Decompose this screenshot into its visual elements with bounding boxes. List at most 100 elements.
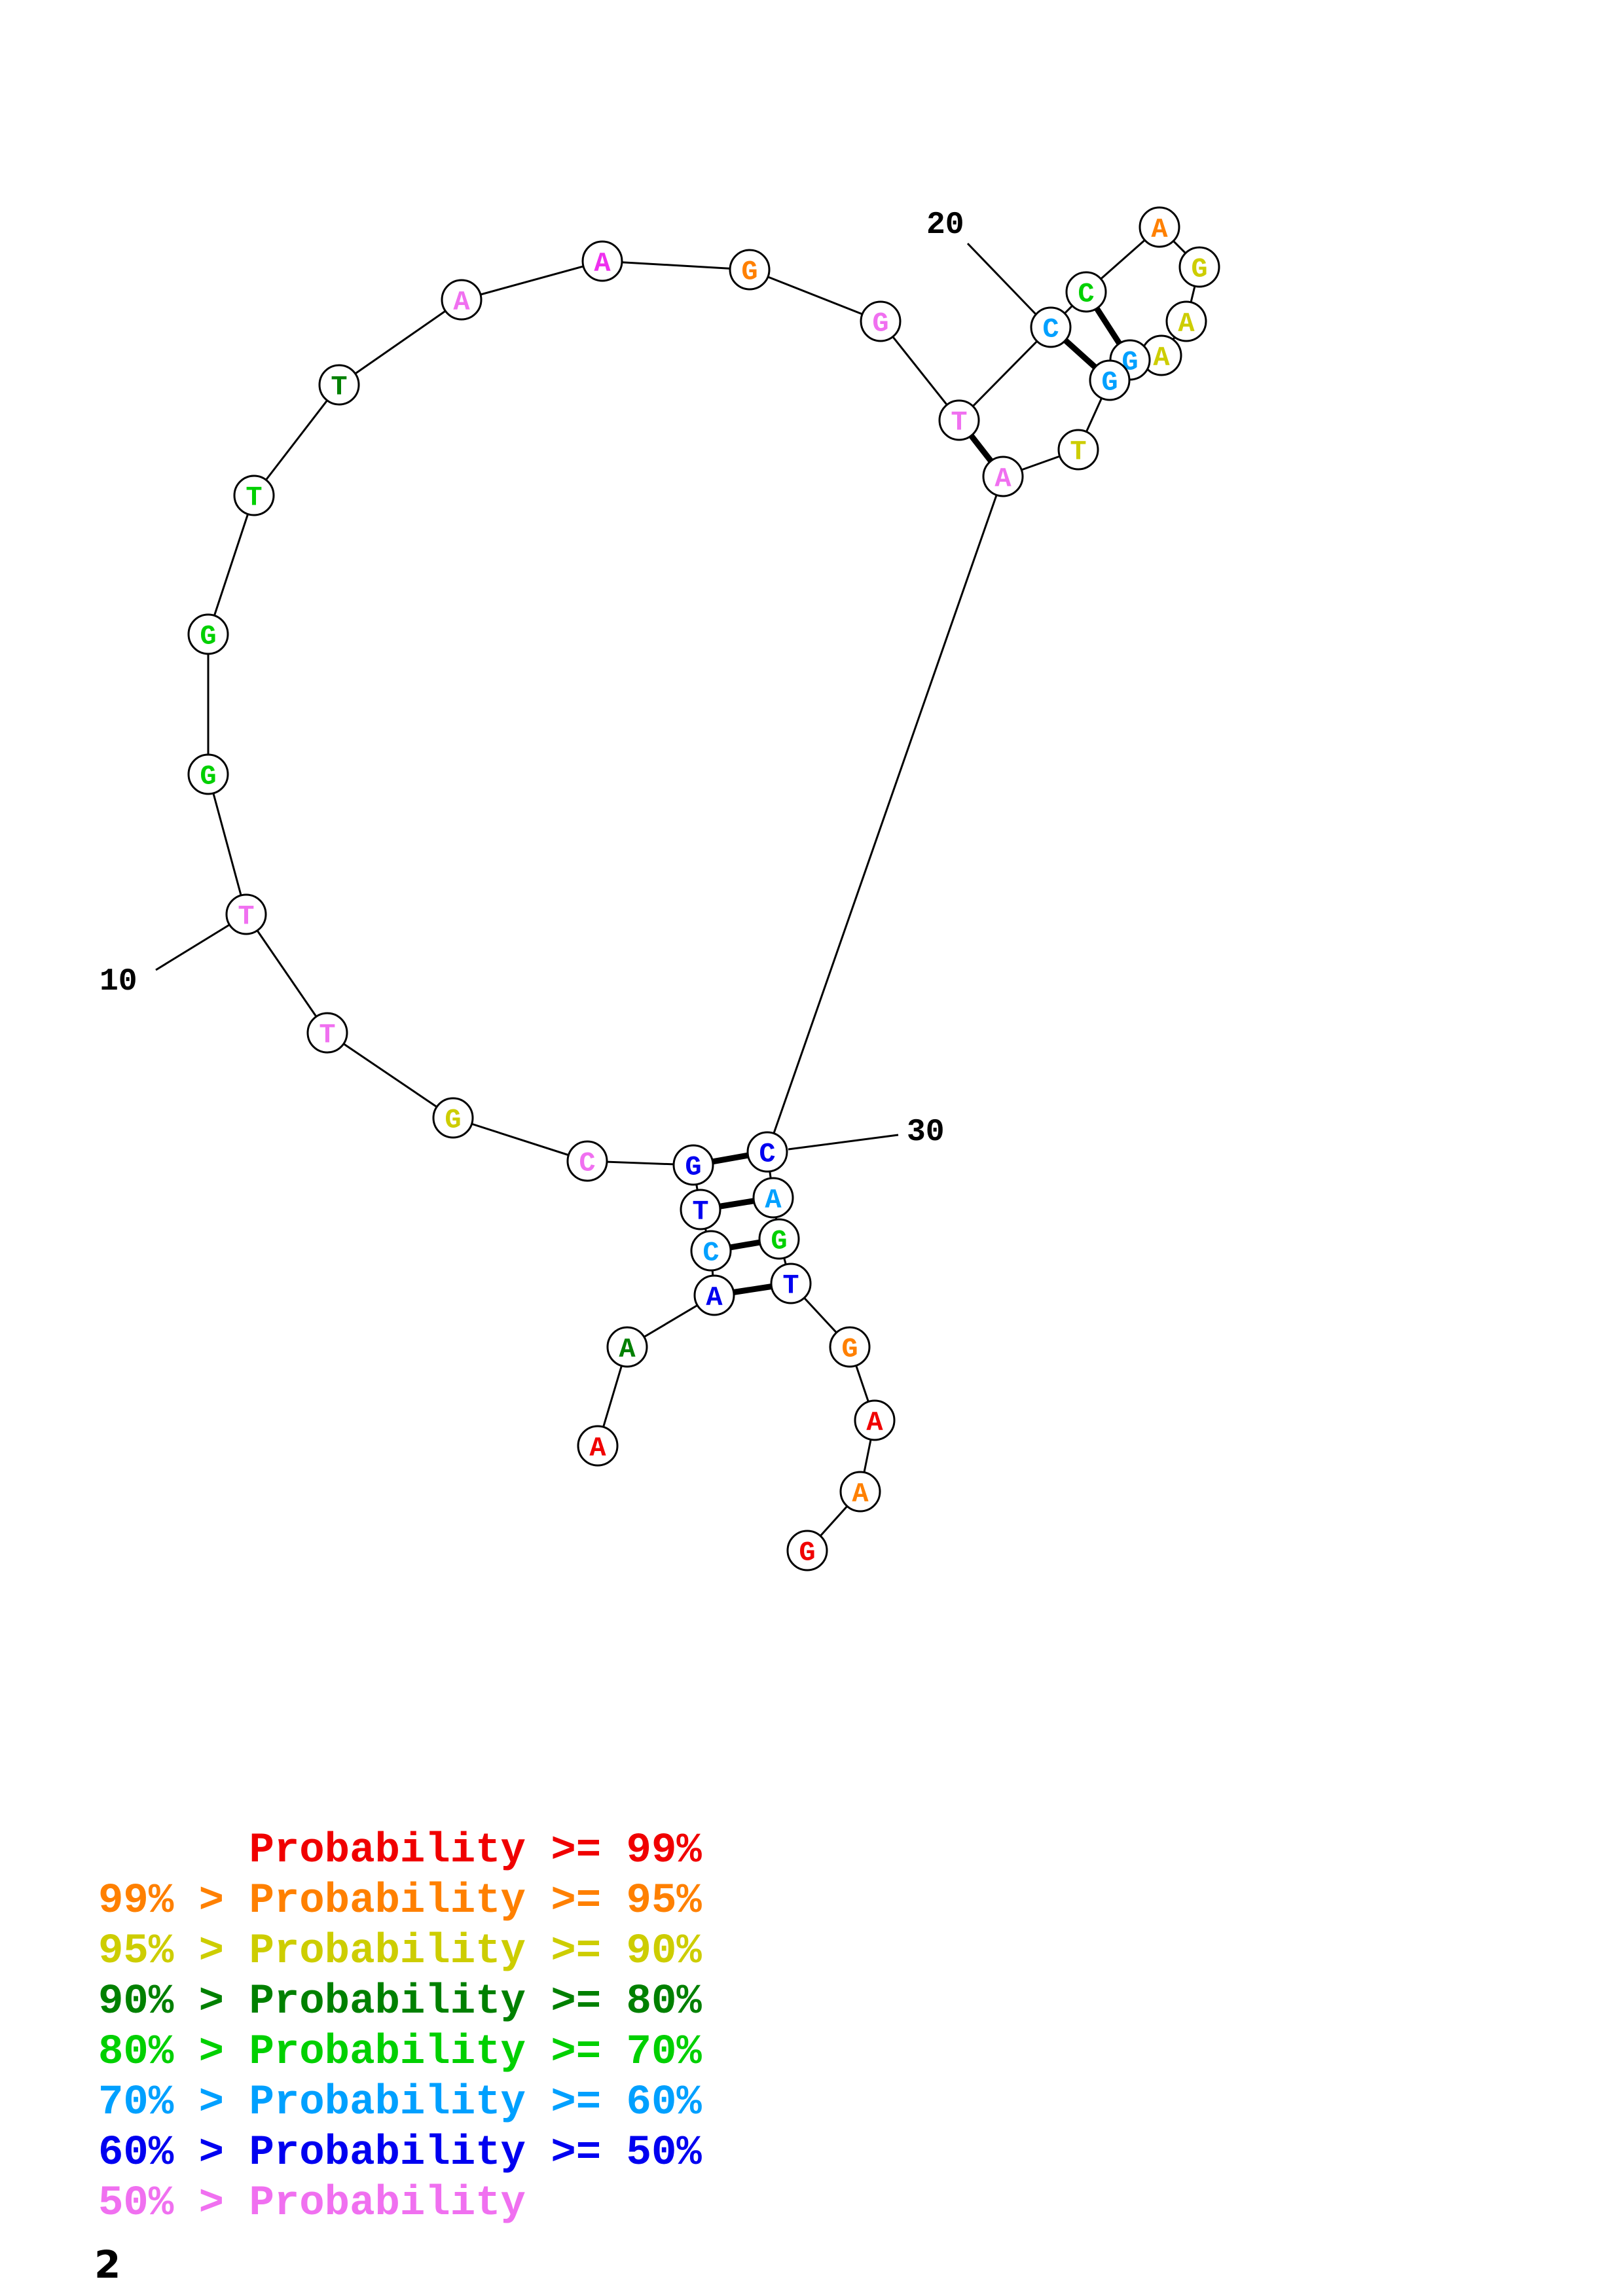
nucleotide-circle bbox=[233, 475, 275, 516]
nucleotide-circle bbox=[1139, 206, 1180, 248]
legend-row: 80% > Probability >= 70% bbox=[98, 2029, 702, 2076]
label-pointer-line bbox=[788, 1134, 899, 1151]
legend-row: Probability >= 99% bbox=[98, 1827, 702, 1874]
nucleotide-base: A bbox=[706, 1282, 723, 1314]
nucleotide-base: A bbox=[994, 463, 1012, 495]
nucleotide-base: C bbox=[702, 1238, 719, 1269]
nucleotide-base: C bbox=[1042, 314, 1059, 346]
legend-row: 60% > Probability >= 50% bbox=[98, 2130, 702, 2177]
nucleotide-circle bbox=[839, 1471, 881, 1513]
nucleotide-circle bbox=[318, 364, 360, 406]
nucleotide-base: C bbox=[1078, 279, 1094, 310]
nucleotide-circle bbox=[758, 1218, 800, 1260]
backbone-line bbox=[461, 260, 603, 301]
nucleotide-circle bbox=[577, 1425, 619, 1467]
nucleotide-base: A bbox=[619, 1334, 636, 1365]
nucleotide-base: C bbox=[759, 1139, 775, 1170]
nucleotide-circle bbox=[581, 240, 623, 282]
nucleotide-circle bbox=[187, 753, 229, 795]
position-label: 20 bbox=[926, 207, 964, 243]
nucleotide-base: A bbox=[1153, 342, 1170, 374]
nucleotide-circle bbox=[1089, 359, 1131, 401]
nucleotide-circle bbox=[854, 1399, 896, 1441]
nucleotide-circle bbox=[1057, 429, 1099, 471]
nucleotide-circle bbox=[432, 1097, 474, 1139]
nucleotide-base: G bbox=[771, 1226, 787, 1257]
nucleotide-circle bbox=[752, 1177, 794, 1219]
nucleotide-circle bbox=[770, 1263, 812, 1304]
nucleotide-circle bbox=[672, 1144, 714, 1186]
nucleotide-base: T bbox=[238, 901, 254, 933]
nucleotide-base: A bbox=[866, 1407, 883, 1439]
nucleotide-base: A bbox=[852, 1479, 869, 1510]
nucleotide-circle bbox=[938, 399, 980, 441]
nucleotide-base: G bbox=[200, 761, 216, 793]
position-label: 10 bbox=[100, 964, 137, 999]
nucleotide-base: A bbox=[1151, 214, 1168, 245]
backbone-line bbox=[207, 774, 247, 915]
backbone-line bbox=[602, 260, 750, 271]
nucleotide-base: G bbox=[799, 1537, 815, 1569]
nucleotide-base: T bbox=[319, 1020, 335, 1051]
nucleotide-base: T bbox=[1070, 437, 1086, 468]
legend-row: 70% > Probability >= 60% bbox=[98, 2079, 702, 2126]
nucleotide-circle bbox=[225, 893, 267, 935]
backbone-line bbox=[749, 268, 881, 323]
probability-legend: Probability >= 99% 99% > Probability >= 9… bbox=[98, 1826, 702, 2229]
label-pointer-line bbox=[966, 242, 1037, 315]
nucleotide-base: G bbox=[445, 1105, 461, 1136]
nucleotide-circle bbox=[746, 1131, 788, 1173]
nucleotide-base: T bbox=[692, 1196, 708, 1228]
nucleotide-circle bbox=[786, 1530, 828, 1571]
backbone-line bbox=[958, 326, 1052, 422]
legend-row: 95% > Probability >= 90% bbox=[98, 1928, 702, 1975]
nucleotide-base: C bbox=[579, 1148, 595, 1179]
nucleotide-circle bbox=[680, 1189, 721, 1230]
nucleotide-base: G bbox=[841, 1334, 858, 1365]
backbone-line bbox=[766, 476, 1004, 1153]
nucleotide-base: T bbox=[951, 407, 967, 439]
nucleotide-circle bbox=[690, 1230, 732, 1272]
nucleotide-base: G bbox=[741, 257, 757, 288]
position-label: 30 bbox=[907, 1115, 945, 1150]
nucleotide-base: A bbox=[1178, 308, 1195, 340]
label-pointer-line bbox=[155, 923, 231, 971]
nucleotide-base: A bbox=[589, 1433, 606, 1464]
nucleotide-circle bbox=[1030, 306, 1072, 348]
nucleotide-base: A bbox=[765, 1185, 782, 1216]
backbone-line bbox=[245, 914, 329, 1033]
nucleotide-base: T bbox=[782, 1270, 799, 1302]
nucleotide-base: G bbox=[872, 308, 888, 340]
backbone-line bbox=[879, 321, 960, 421]
legend-row: 50% > Probability bbox=[98, 2180, 526, 2227]
nucleotide-base: T bbox=[331, 372, 347, 403]
nucleotide-base: T bbox=[246, 482, 262, 514]
nucleotide-circle bbox=[1165, 300, 1207, 342]
nucleotide-base: G bbox=[1191, 254, 1207, 285]
backbone-line bbox=[207, 495, 255, 635]
backbone-line bbox=[338, 298, 462, 386]
backbone-line bbox=[327, 1031, 454, 1119]
nucleotide-circle bbox=[693, 1274, 735, 1316]
nucleotide-base: A bbox=[453, 287, 470, 318]
nucleotide-circle bbox=[982, 456, 1024, 497]
legend-row: 90% > Probability >= 80% bbox=[98, 1979, 702, 2026]
nucleotide-base: A bbox=[594, 248, 611, 279]
nucleotide-circle bbox=[1065, 271, 1107, 313]
nucleotide-circle bbox=[606, 1326, 648, 1368]
nucleotide-circle bbox=[860, 300, 902, 342]
nucleotide-circle bbox=[1178, 246, 1220, 288]
nucleotide-base: G bbox=[1101, 367, 1118, 399]
nucleotide-circle bbox=[306, 1012, 348, 1054]
nucleotide-base: G bbox=[685, 1152, 701, 1183]
page-number: 2 bbox=[94, 2242, 121, 2287]
backbone-line bbox=[452, 1117, 588, 1162]
nucleotide-circle bbox=[441, 279, 483, 321]
nucleotide-base: G bbox=[200, 621, 216, 653]
legend-row: 99% > Probability >= 95% bbox=[98, 1878, 702, 1925]
nucleotide-circle bbox=[729, 249, 771, 291]
nucleotide-circle bbox=[829, 1326, 871, 1368]
nucleotide-circle bbox=[566, 1140, 608, 1182]
nucleotide-circle bbox=[187, 613, 229, 655]
